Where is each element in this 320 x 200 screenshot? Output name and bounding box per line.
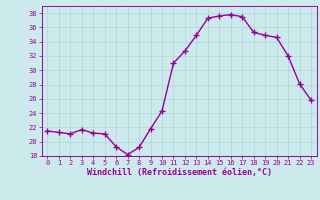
X-axis label: Windchill (Refroidissement éolien,°C): Windchill (Refroidissement éolien,°C) <box>87 168 272 177</box>
